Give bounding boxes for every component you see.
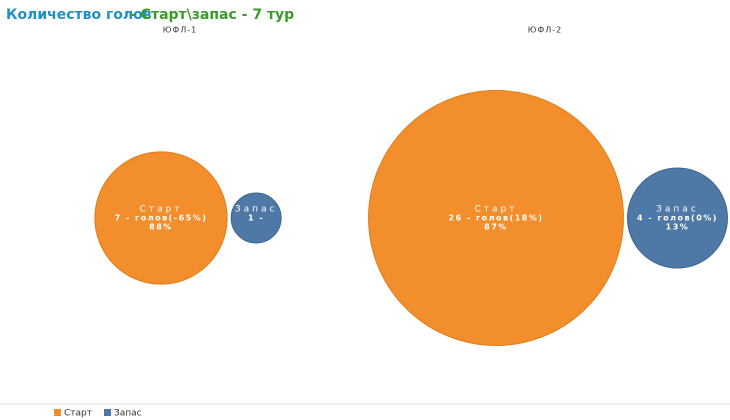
bubble-share-label: 13% bbox=[666, 223, 690, 232]
bubble-share-label: 88% bbox=[149, 223, 173, 232]
panel-title: ЮФЛ-1 bbox=[163, 26, 198, 35]
bubble-value-label: 1 - bbox=[248, 214, 264, 223]
bubble-share-label: 87% bbox=[484, 223, 508, 232]
bubble-value-label: 7 - голов(-65%) bbox=[115, 214, 208, 223]
bubble-value-label: 26 - голов(18%) bbox=[448, 214, 543, 223]
bubble-name: Старт bbox=[475, 205, 518, 215]
bubble bbox=[94, 151, 228, 285]
legend-swatch bbox=[54, 409, 61, 416]
bubble-name: Старт bbox=[140, 205, 183, 215]
bubble-value-label: 4 - голов(0%) bbox=[637, 214, 718, 223]
bubble bbox=[368, 90, 624, 346]
bubble-name: Запас bbox=[656, 205, 699, 215]
bubble-name: Запас bbox=[235, 205, 278, 215]
bubble bbox=[230, 192, 282, 244]
legend-label: Запас bbox=[114, 409, 142, 419]
chart-subtitle: - Старт\запас - 7 тур bbox=[130, 7, 294, 23]
legend-swatch bbox=[104, 409, 111, 416]
legend-label: Старт bbox=[64, 409, 92, 419]
panel-title: ЮФЛ-2 bbox=[528, 26, 563, 35]
bubble bbox=[626, 167, 728, 269]
chart-title: Количество голов bbox=[6, 7, 152, 23]
